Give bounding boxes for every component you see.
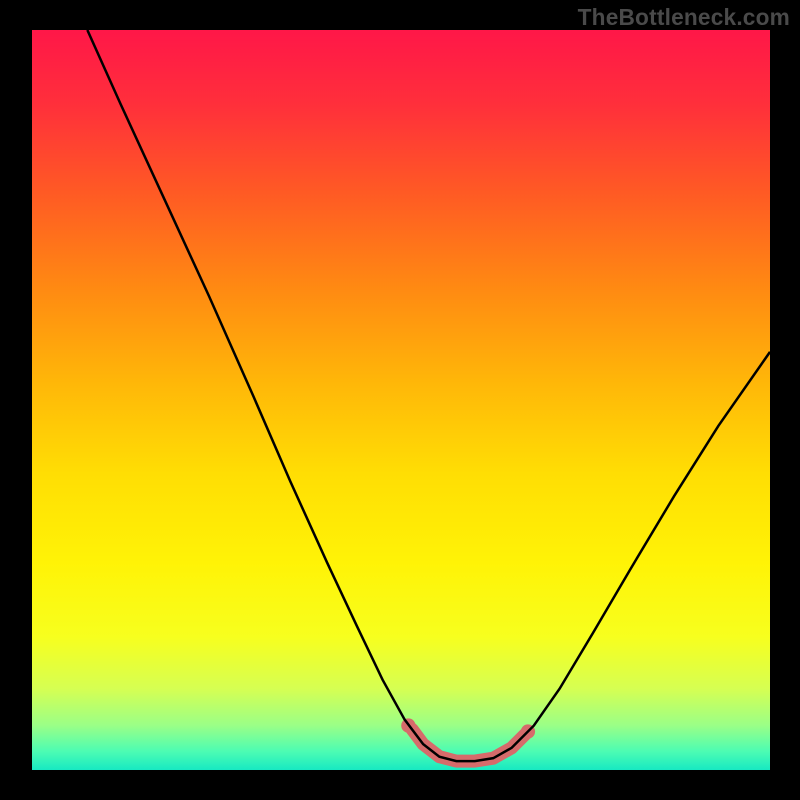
watermark-text: TheBottleneck.com [578,4,790,31]
plot-area [32,30,770,770]
chart-svg [32,30,770,770]
gradient-background [32,30,770,770]
chart-frame: TheBottleneck.com [0,0,800,800]
